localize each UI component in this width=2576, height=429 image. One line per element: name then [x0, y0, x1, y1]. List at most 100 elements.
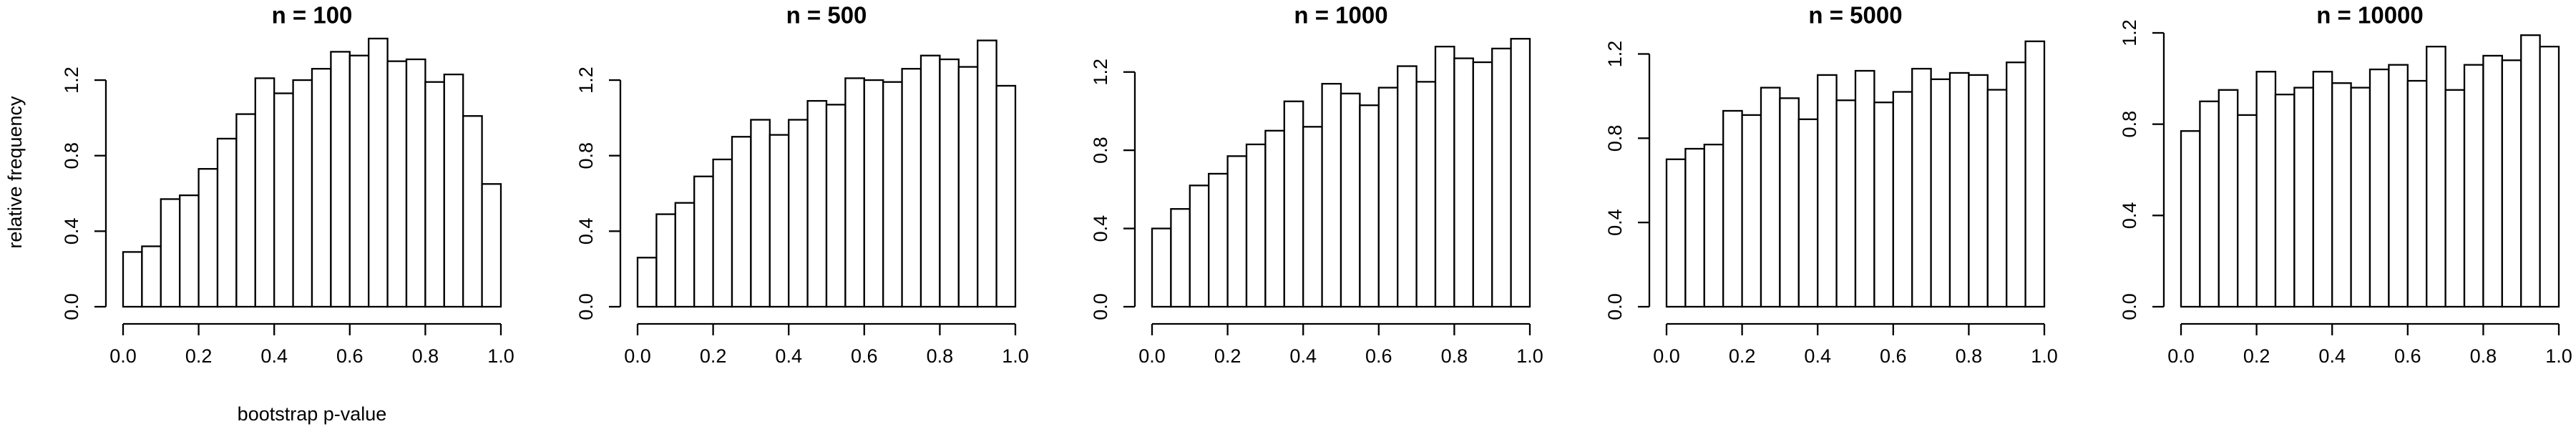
- bar: [2006, 61, 2026, 308]
- bar: [311, 68, 332, 308]
- x-tick-label: 0.4: [1804, 345, 1831, 367]
- bar: [1911, 67, 1932, 308]
- bar: [424, 81, 445, 308]
- bar: [2368, 68, 2390, 308]
- bar: [2444, 89, 2466, 308]
- y-tick-label: 0.8: [575, 142, 597, 169]
- y-tick-label: 1.2: [1604, 41, 1626, 68]
- bar: [674, 202, 696, 308]
- bar: [1415, 81, 1437, 308]
- bar: [1359, 104, 1380, 308]
- x-tick-label: 0.0: [109, 345, 137, 367]
- bar: [1760, 87, 1781, 308]
- bar: [2331, 82, 2352, 308]
- bar: [2388, 64, 2409, 308]
- y-tick-label: 0.0: [1090, 293, 1111, 320]
- x-tick-label: 1.0: [2031, 345, 2058, 367]
- bar: [1892, 91, 1913, 308]
- y-tick-label: 1.2: [575, 66, 597, 94]
- y-tick-label: 1.2: [1090, 59, 1111, 86]
- y-tick-label: 0.8: [61, 142, 82, 169]
- bar: [750, 119, 771, 308]
- x-tick-label: 0.8: [412, 345, 439, 367]
- bar: [731, 136, 752, 308]
- bar: [2426, 46, 2446, 308]
- bar: [2218, 89, 2239, 308]
- bar: [1510, 38, 1531, 308]
- x-tick-label: 0.8: [1441, 345, 1468, 367]
- bar: [1321, 82, 1342, 308]
- x-tick-label: 0.2: [700, 345, 727, 367]
- bar: [1797, 118, 1819, 308]
- bar: [235, 113, 256, 308]
- x-tick-label: 0.0: [1653, 345, 1680, 367]
- bar: [1854, 69, 1875, 308]
- x-tick-label: 0.4: [260, 345, 288, 367]
- bar: [1208, 172, 1229, 308]
- bar: [1491, 47, 1512, 308]
- bar: [197, 168, 219, 308]
- bar: [693, 175, 714, 308]
- bar: [1377, 87, 1399, 308]
- x-tick-label: 0.8: [2470, 345, 2497, 367]
- x-tick-label: 1.0: [1516, 345, 1543, 367]
- bar: [2293, 87, 2314, 308]
- bar: [2180, 130, 2201, 308]
- bar: [2237, 114, 2258, 308]
- bar: [712, 158, 733, 308]
- x-tick-label: 1.0: [1002, 345, 1029, 367]
- x-tick-label: 0.2: [1729, 345, 1756, 367]
- bar: [122, 251, 143, 308]
- bar: [882, 81, 903, 308]
- y-tick-label: 0.8: [1604, 125, 1626, 152]
- bar: [443, 73, 464, 308]
- bar: [2463, 64, 2484, 308]
- y-tick-label: 0.4: [2119, 202, 2140, 230]
- bar: [1189, 184, 1210, 308]
- x-tick-label: 0.6: [851, 345, 878, 367]
- y-tick-label: 0.4: [1604, 209, 1626, 236]
- bar: [1453, 57, 1474, 308]
- chart-title: n = 500: [786, 2, 867, 29]
- bar: [292, 79, 313, 308]
- bar: [1151, 227, 1172, 308]
- bar: [1397, 65, 1418, 308]
- bar: [919, 54, 941, 308]
- bar: [254, 77, 275, 308]
- bar: [1703, 143, 1724, 308]
- x-tick-label: 0.4: [775, 345, 802, 367]
- bar: [348, 54, 370, 308]
- bar: [1968, 74, 1989, 308]
- bar: [825, 104, 847, 308]
- x-tick-label: 0.6: [2394, 345, 2421, 367]
- x-tick-label: 0.4: [1289, 345, 1317, 367]
- bar: [462, 115, 483, 308]
- x-axis-label: bootstrap p-value: [238, 403, 387, 425]
- bar: [2255, 71, 2277, 308]
- bar: [901, 68, 922, 308]
- bar: [368, 37, 389, 308]
- x-tick-label: 1.0: [2545, 345, 2572, 367]
- bar: [2482, 54, 2503, 308]
- chart-title: n = 10000: [2316, 2, 2424, 29]
- bar: [273, 92, 294, 308]
- bar: [1722, 109, 1743, 308]
- x-tick-label: 0.6: [1365, 345, 1392, 367]
- bar: [995, 84, 1017, 308]
- x-tick-label: 0.0: [624, 345, 651, 367]
- x-tick-label: 0.0: [2167, 345, 2195, 367]
- x-tick-label: 0.8: [1956, 345, 1983, 367]
- bar: [1665, 158, 1687, 308]
- bar: [1684, 147, 1705, 308]
- bar: [1340, 92, 1361, 308]
- bar: [1779, 97, 1800, 308]
- bar: [1302, 126, 1323, 308]
- bar: [2406, 79, 2428, 308]
- bar: [216, 137, 238, 308]
- chart-title: n = 100: [272, 2, 353, 29]
- x-tick-label: 1.0: [487, 345, 514, 367]
- bar: [2199, 100, 2220, 308]
- bar: [844, 77, 865, 308]
- bar: [1283, 100, 1304, 308]
